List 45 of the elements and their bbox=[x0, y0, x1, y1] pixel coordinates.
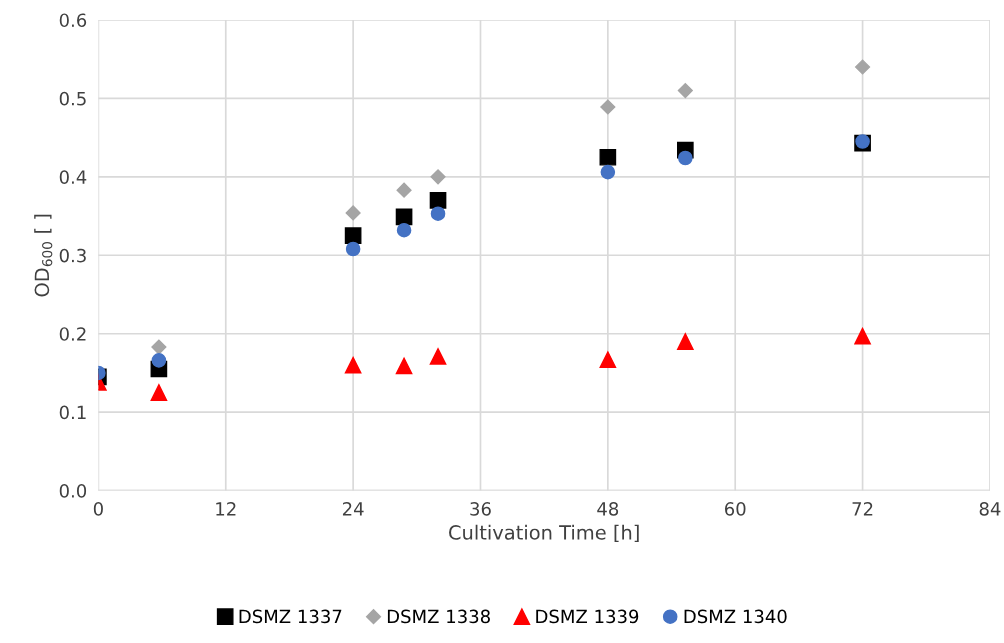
point bbox=[151, 353, 167, 368]
point bbox=[678, 150, 693, 166]
point bbox=[396, 222, 412, 238]
y-tick-label: 0.2 bbox=[59, 327, 86, 341]
point bbox=[344, 227, 362, 244]
point bbox=[854, 327, 871, 345]
point bbox=[395, 208, 413, 226]
point bbox=[429, 192, 447, 209]
x-tick-label: 72 bbox=[852, 502, 873, 516]
legend-label: DSMZ 1339 bbox=[536, 609, 639, 624]
point bbox=[677, 82, 693, 99]
point bbox=[599, 351, 617, 368]
x-tick-label: 60 bbox=[724, 502, 746, 516]
point bbox=[430, 169, 446, 185]
x-tick-label: 12 bbox=[216, 502, 236, 516]
y-tick-label: 0.3 bbox=[59, 248, 86, 263]
point bbox=[600, 99, 616, 115]
point bbox=[430, 206, 446, 221]
x-tick-label: 24 bbox=[342, 502, 364, 516]
legend-label: DSMZ 1340 bbox=[684, 609, 787, 624]
point bbox=[855, 59, 871, 75]
point bbox=[676, 333, 694, 350]
x-tick-label: 36 bbox=[470, 502, 491, 516]
y-axis-title: OD$_{600}$ [ ] bbox=[34, 214, 53, 297]
point bbox=[396, 182, 412, 198]
point bbox=[344, 356, 362, 374]
point bbox=[151, 339, 167, 355]
point bbox=[150, 384, 168, 401]
y-tick-label: 0.0 bbox=[59, 484, 87, 498]
y-tick-label: 0.4 bbox=[59, 170, 87, 184]
x-tick-label: 84 bbox=[979, 502, 1001, 516]
point bbox=[429, 348, 447, 365]
legend-label: DSMZ 1337 bbox=[239, 609, 342, 624]
point bbox=[345, 205, 361, 221]
y-tick-label: 0.1 bbox=[59, 405, 86, 420]
y-tick-label: 0.5 bbox=[59, 91, 86, 106]
y-tick-label: 0.6 bbox=[59, 13, 87, 28]
point bbox=[600, 164, 616, 180]
x-axis-title: Cultivation Time [h] bbox=[449, 524, 639, 543]
x-tick-label: 48 bbox=[597, 502, 619, 516]
point bbox=[395, 357, 413, 375]
point bbox=[345, 241, 361, 257]
point bbox=[599, 148, 617, 166]
x-tick-label: 0 bbox=[93, 502, 103, 516]
legend-label: DSMZ 1338 bbox=[387, 609, 490, 624]
